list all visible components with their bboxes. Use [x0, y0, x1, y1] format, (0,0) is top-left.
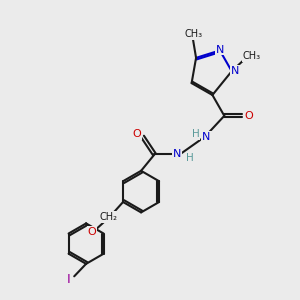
- Text: H: H: [192, 129, 199, 139]
- Text: O: O: [132, 129, 141, 139]
- Text: N: N: [230, 66, 239, 76]
- Text: CH₂: CH₂: [99, 212, 117, 222]
- Text: N: N: [216, 44, 225, 55]
- Text: CH₃: CH₃: [243, 51, 261, 61]
- Text: N: N: [202, 132, 211, 142]
- Text: CH₃: CH₃: [184, 29, 202, 39]
- Text: O: O: [244, 111, 253, 121]
- Text: H: H: [186, 153, 194, 163]
- Text: N: N: [173, 149, 182, 160]
- Text: O: O: [88, 227, 96, 237]
- Text: I: I: [67, 273, 71, 286]
